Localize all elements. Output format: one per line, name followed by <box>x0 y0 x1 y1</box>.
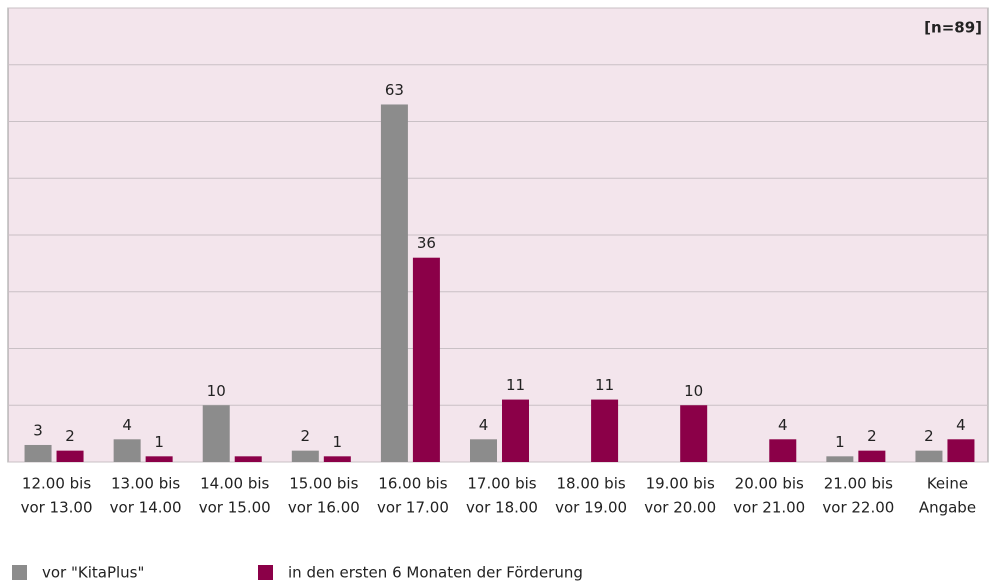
data-label: 4 <box>956 416 966 434</box>
chart-title: [n=89] <box>924 19 982 37</box>
bar <box>113 439 141 462</box>
x-tick-label: 15.00 bis <box>289 475 358 493</box>
x-tick-label: Angabe <box>919 499 976 517</box>
data-label: 4 <box>778 416 788 434</box>
bar <box>591 399 619 462</box>
bar <box>234 456 262 462</box>
x-tick-label: vor 20.00 <box>644 499 716 517</box>
data-label: 11 <box>595 376 614 394</box>
bar <box>412 257 440 462</box>
bar <box>769 439 797 462</box>
data-label: 1 <box>333 433 343 451</box>
x-tick-label: 13.00 bis <box>111 475 180 493</box>
bar <box>826 456 854 462</box>
data-label: 10 <box>684 382 703 400</box>
data-label: 4 <box>122 416 132 434</box>
data-label: 2 <box>867 427 877 445</box>
bar <box>380 104 408 462</box>
legend-swatch <box>258 565 273 580</box>
bar <box>145 456 173 462</box>
x-tick-label: 16.00 bis <box>378 475 447 493</box>
data-label: 63 <box>385 81 404 99</box>
data-label: 2 <box>301 427 311 445</box>
x-tick-label: 17.00 bis <box>467 475 536 493</box>
x-tick-label: 21.00 bis <box>824 475 893 493</box>
data-label: 36 <box>417 234 436 252</box>
data-label: 4 <box>479 416 489 434</box>
x-tick-label: vor 17.00 <box>377 499 449 517</box>
legend-label: in den ersten 6 Monaten der Förderung <box>288 564 583 582</box>
data-label: 1 <box>835 433 845 451</box>
data-label: 1 <box>154 433 164 451</box>
bar <box>470 439 497 462</box>
bar <box>291 450 319 462</box>
x-tick-label: Keine <box>927 475 968 493</box>
x-tick-label: vor 21.00 <box>733 499 805 517</box>
data-label: 10 <box>207 382 226 400</box>
bar <box>947 439 975 462</box>
x-tick-label: vor 22.00 <box>822 499 894 517</box>
x-tick-label: vor 16.00 <box>288 499 360 517</box>
bar <box>24 444 52 462</box>
data-label: 11 <box>506 376 525 394</box>
x-tick-label: vor 18.00 <box>466 499 538 517</box>
x-tick-label: 14.00 bis <box>200 475 269 493</box>
data-label: 2 <box>924 427 934 445</box>
bar <box>680 405 708 462</box>
x-tick-label: vor 13.00 <box>21 499 93 517</box>
x-tick-label: 19.00 bis <box>646 475 715 493</box>
bar <box>323 456 351 462</box>
x-tick-label: 12.00 bis <box>22 475 91 493</box>
x-tick-label: 18.00 bis <box>556 475 625 493</box>
x-tick-label: vor 15.00 <box>199 499 271 517</box>
bar <box>502 399 529 462</box>
data-label: 2 <box>65 427 75 445</box>
legend-swatch <box>12 565 27 580</box>
data-label: 3 <box>33 421 43 439</box>
bar <box>915 450 943 462</box>
legend-label: vor "KitaPlus" <box>42 564 144 582</box>
x-tick-label: vor 14.00 <box>110 499 182 517</box>
x-tick-label: 20.00 bis <box>735 475 804 493</box>
bar <box>202 405 230 462</box>
bar <box>56 450 84 462</box>
bar <box>858 450 886 462</box>
x-tick-label: vor 19.00 <box>555 499 627 517</box>
